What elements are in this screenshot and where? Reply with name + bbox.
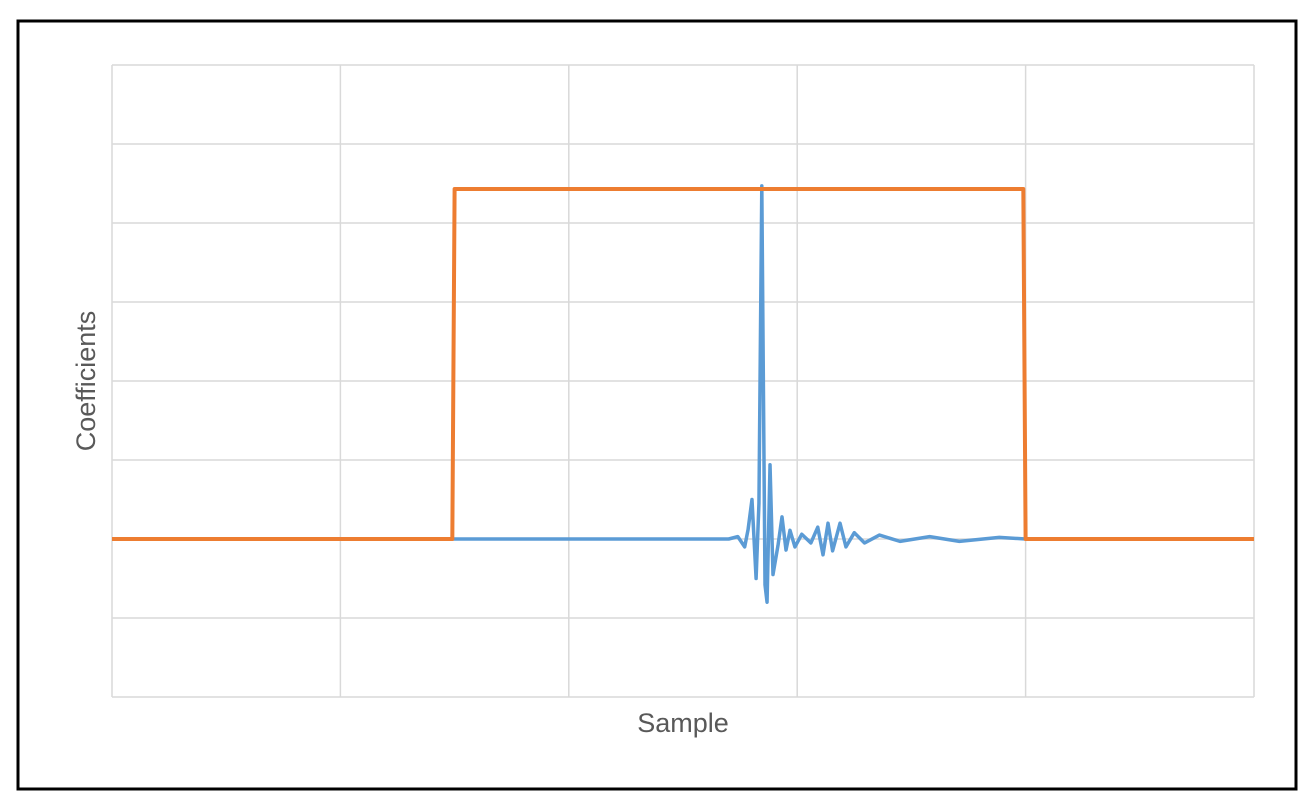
series-line	[112, 187, 1254, 541]
y-axis-label: Coefficients	[71, 311, 101, 452]
series-line	[112, 184, 1254, 604]
x-axis-label: Sample	[637, 708, 729, 738]
chart-border	[16, 19, 1298, 791]
